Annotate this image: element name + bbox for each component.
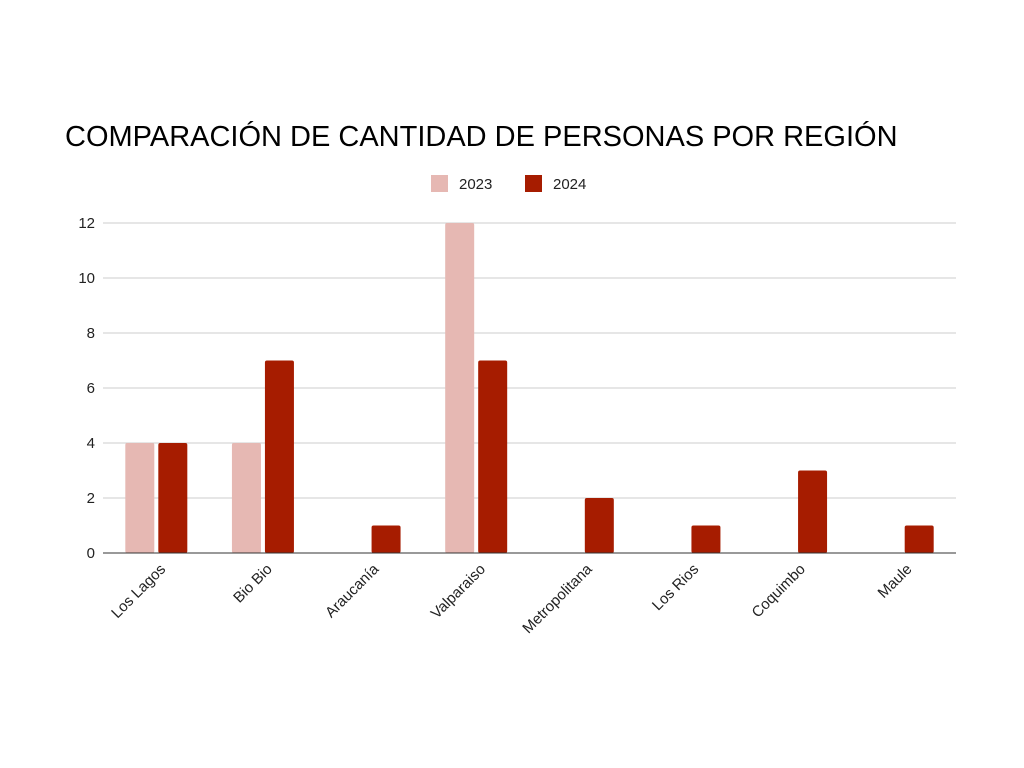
y-tick-label: 0 — [87, 545, 95, 562]
x-axis-ticks: Los Lagos Bio Bio Araucanía Valparaiso Metro… — [108, 560, 915, 637]
x-tick-label: Los Rios — [649, 561, 702, 614]
bar-2024-valparaiso — [478, 360, 508, 553]
x-tick-label: Bio Bio — [230, 561, 276, 607]
y-axis-ticks: 0 2 4 6 8 10 12 — [78, 215, 95, 562]
x-tick-label: Los Lagos — [108, 561, 169, 622]
bar-2024-maule — [904, 525, 934, 553]
bar-2023-valparaiso — [445, 223, 475, 553]
y-tick-label: 10 — [78, 270, 95, 287]
y-tick-label: 6 — [87, 380, 95, 397]
x-tick-label: Coquimbo — [749, 561, 809, 621]
bar-2024-coquimbo — [798, 470, 828, 553]
x-tick-label: Valparaiso — [428, 561, 489, 622]
legend-label-2024: 2024 — [553, 176, 586, 193]
legend-swatch-2024 — [525, 175, 542, 192]
bar-2024-los-rios — [691, 525, 721, 553]
bar-2024-araucan-a — [371, 525, 401, 553]
x-tick-label: Araucanía — [322, 560, 383, 621]
legend: 2023 2024 — [431, 175, 586, 193]
bars — [125, 223, 934, 553]
legend-swatch-2023 — [431, 175, 448, 192]
y-tick-label: 2 — [87, 490, 95, 507]
y-tick-label: 8 — [87, 325, 95, 342]
y-tick-label: 4 — [87, 435, 95, 452]
bar-2024-metropolitana — [584, 498, 614, 553]
chart-title: COMPARACIÓN DE CANTIDAD DE PERSONAS POR … — [65, 120, 898, 153]
legend-label-2023: 2023 — [459, 176, 492, 193]
x-tick-label: Maule — [875, 561, 916, 602]
x-tick-label: Metropolitana — [519, 560, 596, 637]
y-tick-label: 12 — [78, 215, 95, 232]
bar-2023-bio-bio — [231, 443, 261, 553]
bar-2023-los-lagos — [125, 443, 155, 553]
bar-2024-los-lagos — [158, 443, 188, 553]
bar-2024-bio-bio — [264, 360, 294, 553]
gridlines — [103, 222, 956, 499]
